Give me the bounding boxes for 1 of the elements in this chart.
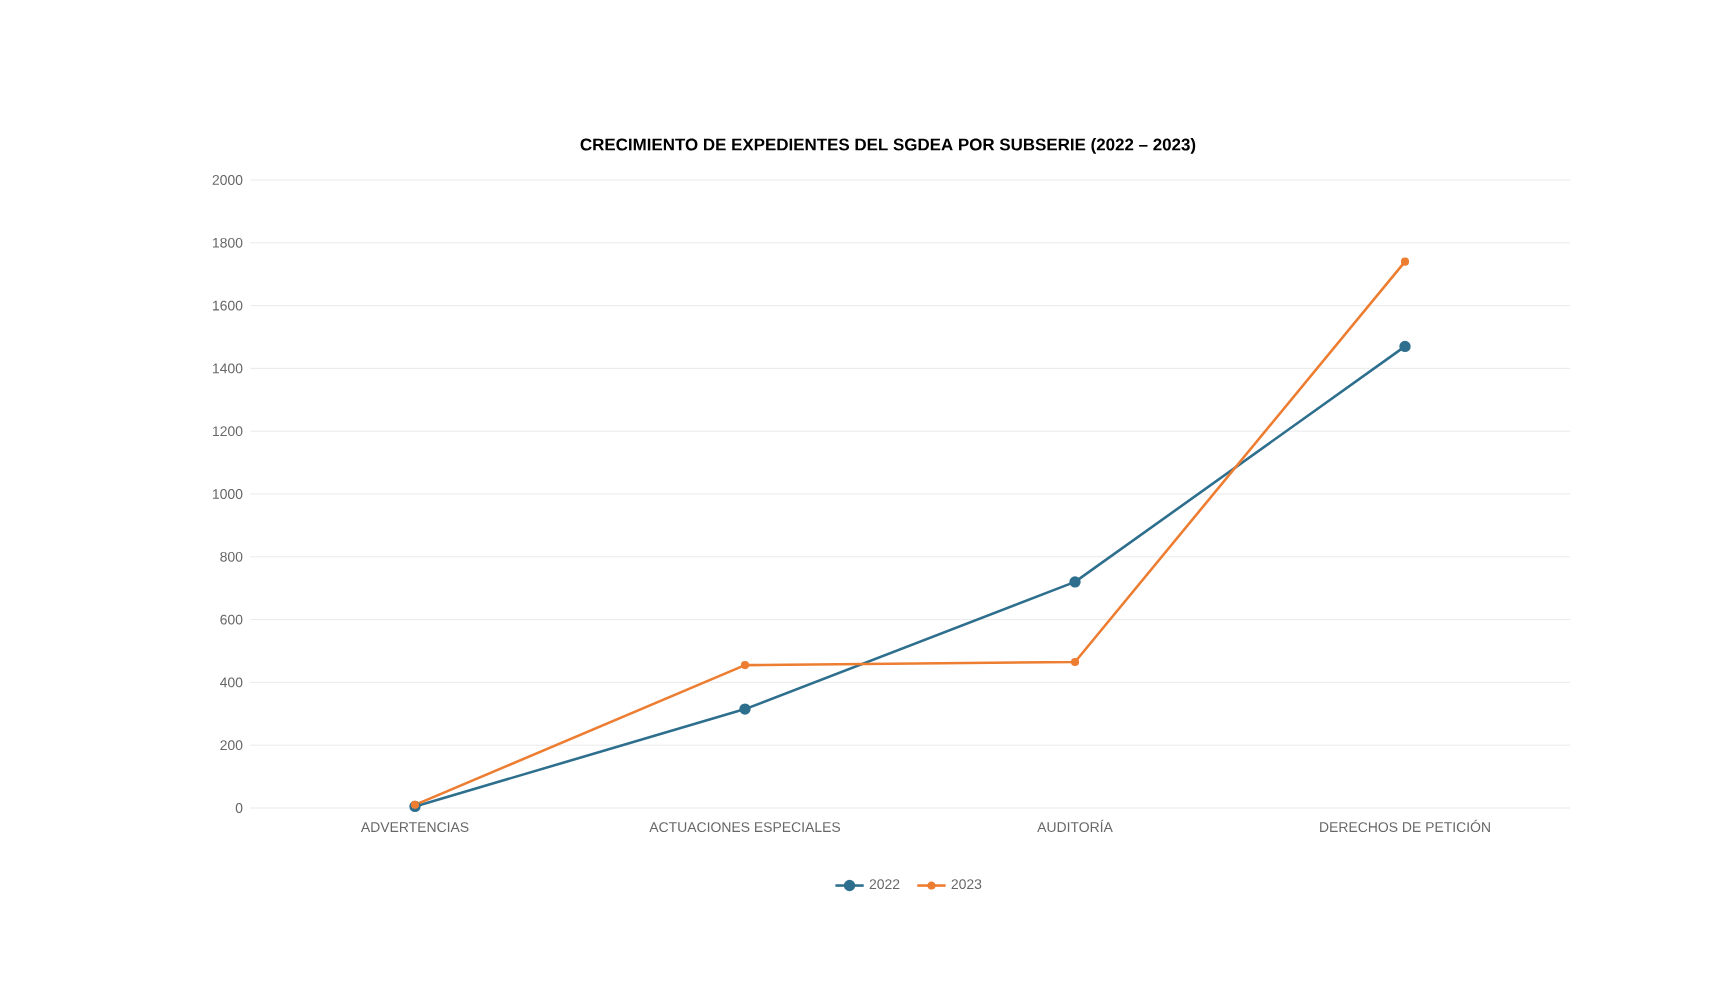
chart-title: CRECIMIENTO DE EXPEDIENTES DEL SGDEA POR SUBSERIE (2022 – 2023) (580, 138, 1196, 154)
